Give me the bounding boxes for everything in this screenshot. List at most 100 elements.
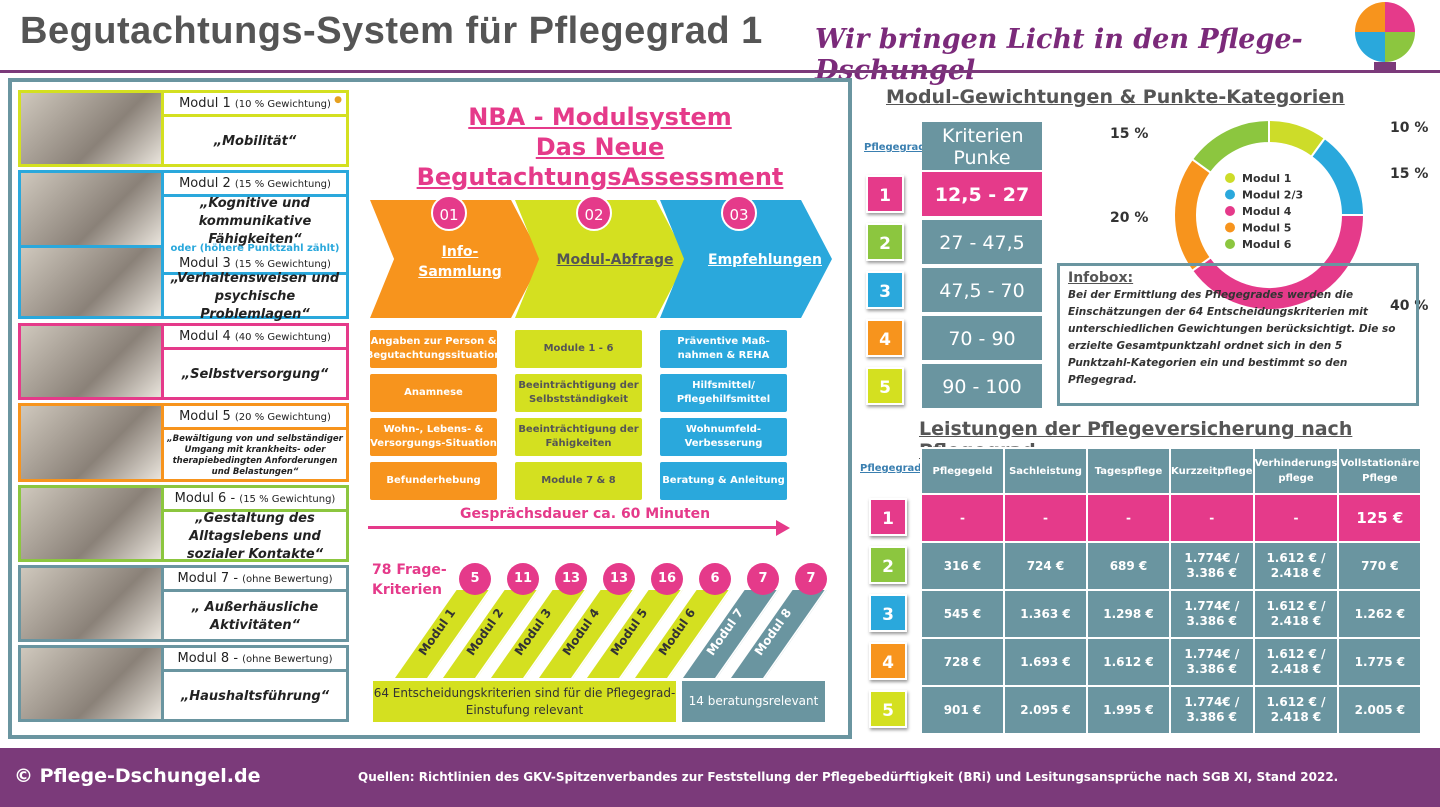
table-cell: 724 € xyxy=(1003,541,1088,591)
step-label: Modul-Abfrage xyxy=(556,252,674,268)
table-cell: 1.612 € / 2.418 € xyxy=(1252,637,1340,687)
pflegegrad-badge: 2 xyxy=(866,223,904,261)
table-cell: 1.612 € xyxy=(1086,637,1171,687)
pflegegrad-badge: 3 xyxy=(866,271,904,309)
module-weight: (40 % Gewichtung) xyxy=(234,332,331,343)
punkte-range: 12,5 - 27 xyxy=(922,172,1042,218)
duration-arrow xyxy=(368,526,778,529)
infobox-title: Infobox: xyxy=(1068,270,1134,286)
table-cell: 1.298 € xyxy=(1086,589,1171,639)
table-cell: 689 € xyxy=(1086,541,1171,591)
module-weight: (15 % Gewichtung) xyxy=(239,494,336,505)
process-box: Anamnese xyxy=(370,374,497,412)
module-8: Modul 8 - (ohne Bewertung) „Haushaltsfüh… xyxy=(18,645,349,722)
table-cell: 1.612 € / 2.418 € xyxy=(1252,589,1340,639)
copyright: © Pflege-Dschungel.de xyxy=(14,765,261,787)
footer: © Pflege-Dschungel.de Quellen: Richtlini… xyxy=(0,748,1440,807)
table-cell: 2.095 € xyxy=(1003,685,1088,735)
module-desc: „Selbstversorgung“ xyxy=(181,367,329,382)
step-number: 02 xyxy=(576,195,612,231)
table-cell: 728 € xyxy=(920,637,1005,687)
module-name: Modul 6 - xyxy=(174,491,236,506)
module-7: Modul 7 - (ohne Bewertung) „ Außerhäusli… xyxy=(18,565,349,642)
process-box: Module 1 - 6 xyxy=(515,330,642,368)
process-box: Befunderhebung xyxy=(370,462,497,500)
bulb-icon: ● xyxy=(334,95,342,105)
slice-label: 15 % xyxy=(1390,166,1428,182)
table-row: 901 €2.095 €1.995 €1.774€ / 3.386 €1.612… xyxy=(920,685,1423,735)
table-cell: 1.774€ / 3.386 € xyxy=(1169,589,1255,639)
duration-label: Gesprächsdauer ca. 60 Minuten xyxy=(460,506,711,522)
criteria-count: 16 xyxy=(651,563,683,595)
module-desc: „Verhaltensweisen und psychische Problem… xyxy=(170,270,340,322)
legend-label: Modul 4 xyxy=(1242,205,1292,218)
table-cell: - xyxy=(1169,493,1255,543)
step-number: 01 xyxy=(431,195,467,231)
legend-marker xyxy=(1225,173,1235,183)
module-note: oder (höhere Punktzahl zählt) xyxy=(170,243,340,254)
process-box: Beeinträchtigung der Selbstständigkeit xyxy=(515,374,642,412)
table-cell: 1.774€ / 3.386 € xyxy=(1169,685,1255,735)
table-cell: 770 € xyxy=(1337,541,1423,591)
module-photo xyxy=(21,93,161,164)
leistungen-table: Pflegegeld Sachleistung Tagespflege Kurzzei… xyxy=(920,447,1423,735)
criteria-count: 11 xyxy=(507,563,539,595)
module-desc: „Mobilität“ xyxy=(213,134,297,149)
module-photo xyxy=(21,648,161,719)
nba-panel xyxy=(8,78,852,739)
column-header: Verhinderungs pflege xyxy=(1252,447,1340,495)
legend-marker xyxy=(1225,189,1235,200)
table-row: 545 €1.363 €1.298 €1.774€ / 3.386 €1.612… xyxy=(920,589,1423,639)
module-weight: (15 % Gewichtung) xyxy=(234,259,331,270)
module-desc: „Gestaltung des Alltagslebens und sozial… xyxy=(186,511,324,562)
pflegegrad-badge: 1 xyxy=(866,175,904,213)
header-divider xyxy=(0,70,1440,73)
kriterien-header: Kriterien Punke xyxy=(922,122,1042,170)
pflegegrad-badge: 5 xyxy=(869,690,907,728)
slogan: Wir bringen Licht in den Pflege-Dschunge… xyxy=(815,24,1303,86)
infobox-text: Bei der Ermittlung des Pflegegrades werd… xyxy=(1068,289,1396,386)
criteria-count: 5 xyxy=(459,563,491,595)
column-header: Pflegegeld xyxy=(920,447,1005,495)
module-photo xyxy=(21,406,161,479)
module-name: Modul 5 xyxy=(179,409,231,424)
process-box: Beratung & Anleitung xyxy=(660,462,787,500)
module-weight: (ohne Bewertung) xyxy=(242,654,333,665)
slice-label: 10 % xyxy=(1390,120,1428,136)
module-weight: (ohne Bewertung) xyxy=(242,574,333,585)
column-header: Kurzzeitpflege xyxy=(1169,447,1255,495)
table-cell: 2.005 € xyxy=(1337,685,1423,735)
column-header: Sachleistung xyxy=(1003,447,1088,495)
donut-slice xyxy=(1173,157,1213,273)
legend-marker xyxy=(1225,206,1235,216)
table-row: 316 €724 €689 €1.774€ / 3.386 €1.612 € /… xyxy=(920,541,1423,591)
punkte-title: Modul-Gewichtungen & Punkte-Kategorien xyxy=(886,86,1345,108)
slice-label: 15 % xyxy=(1110,126,1148,142)
module-4: Modul 4 (40 % Gewichtung) „Selbstversorg… xyxy=(18,323,349,400)
legend-label: Modul 5 xyxy=(1242,222,1291,235)
process-box: Beeinträchtigung der Fähigkeiten xyxy=(515,418,642,456)
step-number: 03 xyxy=(721,195,757,231)
module-name: Modul 7 - xyxy=(177,571,239,586)
pflegegrad-badge: 4 xyxy=(866,319,904,357)
frage-kriterien-label: 78 Frage-Kriterien xyxy=(372,562,447,598)
module-1: ● Modul 1 (10 % Gewichtung) „Mobilität“ xyxy=(18,90,349,167)
module-name: Modul 4 xyxy=(179,329,231,344)
bulb-base-icon xyxy=(1374,62,1396,70)
module-weight: (10 % Gewichtung) xyxy=(234,99,331,110)
process-box: Präventive Maß-nahmen & REHA xyxy=(660,330,787,368)
table-cell: 1.363 € xyxy=(1003,589,1088,639)
legend-label: Modul 2/3 xyxy=(1242,189,1303,202)
module-desc: „Bewältigung von und selbständiger Umgan… xyxy=(167,433,343,477)
slice-label: 20 % xyxy=(1110,210,1148,226)
table-cell: 901 € xyxy=(920,685,1005,735)
table-cell: 1.995 € xyxy=(1086,685,1171,735)
punkte-range: 70 - 90 xyxy=(922,316,1042,362)
punkte-range: 47,5 - 70 xyxy=(922,268,1042,314)
module-photo xyxy=(21,173,161,245)
table-row: - - - - -125 € xyxy=(920,493,1423,543)
table-cell: 1.774€ / 3.386 € xyxy=(1169,541,1255,591)
nba-title-line2: Das Neue BegutachtungsAssessment xyxy=(416,133,784,191)
module-5: Modul 5 (20 % Gewichtung) „Bewältigung v… xyxy=(18,403,349,482)
